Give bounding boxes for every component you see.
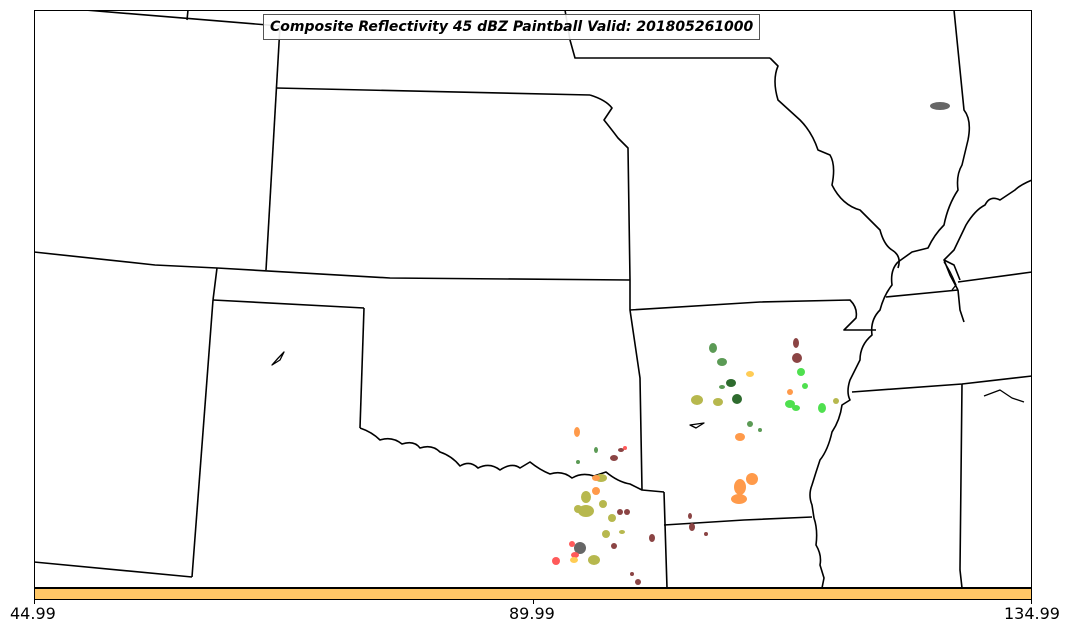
storm-cell <box>726 379 736 387</box>
state-boundary <box>275 87 591 96</box>
storm-cell <box>792 353 802 363</box>
state-boundary <box>216 267 631 281</box>
storm-cell <box>630 572 634 576</box>
storm-cell <box>746 371 754 377</box>
colorbar-tick <box>533 600 534 604</box>
colorbar-tick <box>1031 600 1032 604</box>
state-boundary <box>943 259 961 281</box>
storm-cell <box>691 395 703 405</box>
state-boundary <box>769 57 900 269</box>
state-boundary <box>589 94 631 281</box>
colorbar-tick <box>34 600 35 604</box>
storm-cell <box>635 579 641 585</box>
storm-cell <box>599 500 607 508</box>
state-boundary <box>809 261 899 588</box>
state-boundary <box>34 251 218 269</box>
state-boundary <box>186 10 189 21</box>
storm-cell <box>574 542 586 554</box>
storm-cell <box>735 433 745 441</box>
storm-cell <box>578 505 594 517</box>
state-boundary <box>212 299 365 309</box>
storm-cell <box>570 557 578 563</box>
colorbar <box>34 588 1032 600</box>
storm-cell <box>649 534 655 542</box>
storm-cell <box>731 494 747 504</box>
state-boundary <box>212 267 218 301</box>
state-boundary <box>84 10 281 27</box>
state-boundary <box>897 10 971 263</box>
storm-cell <box>746 473 758 485</box>
map-panel <box>34 10 1032 588</box>
storm-cell <box>618 448 624 452</box>
storm-cell <box>704 532 708 536</box>
state-boundary <box>629 280 643 491</box>
storm-cell <box>688 513 692 519</box>
storm-cell <box>785 400 795 408</box>
storm-cell <box>930 102 950 110</box>
storm-cell <box>552 557 560 565</box>
state-boundary <box>959 383 963 588</box>
storm-cell <box>792 405 800 411</box>
storm-cell <box>617 509 623 515</box>
storm-cell <box>747 421 753 427</box>
storm-cell <box>619 530 625 534</box>
storm-cell <box>709 343 717 353</box>
state-boundary <box>191 299 214 578</box>
storm-cell <box>602 530 610 538</box>
state-boundary <box>957 271 1032 283</box>
state-boundary <box>851 375 1032 393</box>
storm-cell <box>592 487 600 495</box>
state-boundary <box>957 289 965 323</box>
storm-cell <box>594 447 598 453</box>
storm-cell <box>793 338 799 348</box>
storm-cell <box>758 428 762 432</box>
storm-cell <box>818 403 826 413</box>
storm-cell <box>623 446 627 450</box>
paintball-layer <box>552 102 950 585</box>
storm-cell <box>717 358 727 366</box>
storm-cell <box>608 514 616 522</box>
storm-cell <box>592 475 600 481</box>
state-boundary <box>663 516 813 526</box>
colorbar-tick-label-mid: 89.99 <box>509 604 555 623</box>
storm-cell <box>569 541 575 547</box>
storm-cell <box>571 552 579 558</box>
colorbar-tick-label-max: 134.99 <box>1004 604 1060 623</box>
state-boundary <box>359 307 365 429</box>
storm-cell <box>787 389 793 395</box>
colorbar-tick-label-min: 44.99 <box>10 604 56 623</box>
storm-cell <box>588 555 600 565</box>
storm-cell <box>576 460 580 464</box>
storm-cell <box>713 398 723 406</box>
state-boundary <box>359 427 665 493</box>
storm-cell <box>732 394 742 404</box>
storm-cell <box>802 383 808 389</box>
storm-cell <box>610 455 618 461</box>
storm-cell <box>624 509 630 515</box>
storm-cell <box>574 427 580 437</box>
state-boundary <box>885 289 959 298</box>
state-boundary <box>943 179 1032 291</box>
state-boundary <box>629 299 876 331</box>
state-boundary <box>34 561 193 578</box>
storm-cell <box>574 505 582 513</box>
storm-cell <box>734 479 746 495</box>
storm-cell <box>611 543 617 549</box>
lake-outline <box>983 389 1025 403</box>
storm-cell <box>797 368 805 376</box>
lake-outline <box>271 351 285 366</box>
storm-cell <box>689 523 695 531</box>
lake-outline <box>689 422 705 429</box>
state-boundary <box>265 25 281 271</box>
state-boundary <box>663 491 668 588</box>
storm-cell <box>719 385 725 389</box>
map-title: Composite Reflectivity 45 dBZ Paintball … <box>263 14 761 40</box>
storm-cell <box>833 398 839 404</box>
lake-outline <box>943 261 957 291</box>
storm-cell <box>581 491 591 503</box>
